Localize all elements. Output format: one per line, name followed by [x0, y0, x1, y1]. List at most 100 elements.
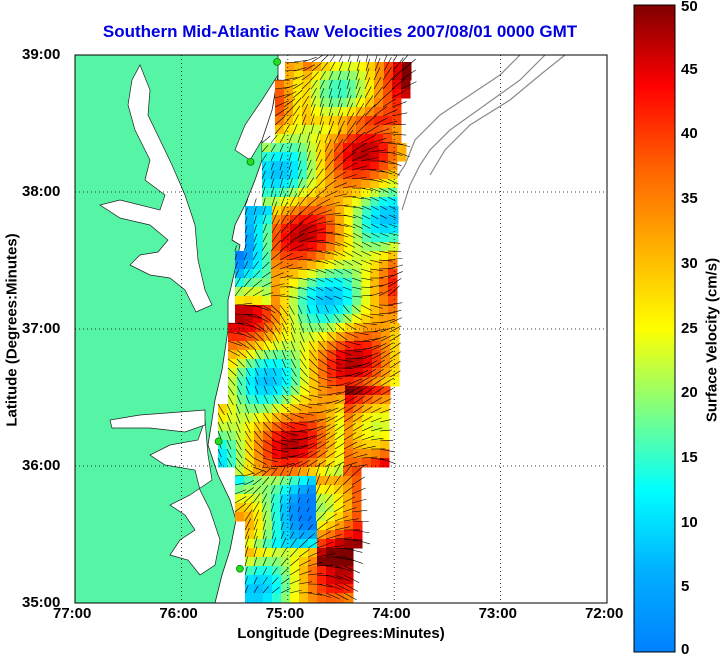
velocity-cell [263, 413, 273, 423]
velocity-cell [363, 368, 373, 378]
colorbar-tick-label: 15 [681, 448, 698, 466]
velocity-cell [307, 278, 317, 288]
velocity-cell [335, 404, 345, 414]
velocity-cell [388, 251, 398, 261]
velocity-arrow [289, 445, 307, 450]
x-tick-label: 73:00 [478, 605, 517, 622]
velocity-cell [262, 197, 272, 207]
velocity-arrow [352, 405, 365, 414]
velocity-arrow [270, 250, 283, 261]
velocity-arrow [365, 55, 369, 63]
velocity-arrow [292, 123, 298, 135]
velocity-arrow [290, 322, 296, 334]
velocity-cell [246, 332, 256, 342]
velocity-cell [362, 449, 372, 459]
velocity-arrow [334, 547, 354, 550]
velocity-cell [244, 512, 254, 522]
velocity-arrow [280, 455, 297, 459]
velocity-cell [347, 98, 357, 108]
velocity-cell [307, 503, 317, 513]
pamlico-sound [149, 419, 221, 576]
velocity-arrow [261, 476, 270, 486]
velocity-cell [352, 179, 362, 189]
velocity-cell [335, 539, 345, 549]
velocity-arrow [333, 139, 344, 153]
velocity-arrow [337, 79, 342, 90]
velocity-cell [282, 323, 292, 333]
velocity-cell [263, 557, 273, 567]
velocity-arrow [306, 459, 318, 468]
velocity-cell [356, 107, 366, 117]
velocity-arrow [297, 142, 301, 153]
velocity-cell [318, 386, 328, 396]
velocity-cell [280, 170, 290, 180]
velocity-cell [316, 170, 326, 180]
velocity-cell [308, 233, 318, 243]
velocity-cell [370, 278, 380, 288]
velocity-arrow [362, 360, 378, 369]
velocity-arrow [253, 198, 257, 207]
velocity-arrow [270, 494, 275, 504]
velocity-arrow [279, 162, 283, 171]
velocity-cell [338, 107, 348, 117]
velocity-cell [320, 80, 330, 90]
velocity-cell [275, 107, 285, 117]
velocity-cell [372, 377, 382, 387]
velocity-arrow [244, 421, 251, 433]
velocity-arrow [253, 206, 257, 216]
velocity-arrow [279, 495, 283, 504]
x-axis-label: Longitude (Degrees:Minutes) [237, 625, 445, 642]
velocity-cell [379, 278, 389, 288]
velocity-cell [289, 188, 299, 198]
velocity-cell [316, 197, 326, 207]
velocity-cell [271, 314, 281, 324]
velocity-arrow [378, 304, 394, 306]
velocity-arrow [281, 358, 286, 368]
velocity-arrow [290, 376, 298, 386]
velocity-arrow [351, 268, 363, 274]
x-tick-label: 75:00 [265, 605, 305, 622]
velocity-cell [255, 368, 265, 378]
velocity-cell [254, 206, 264, 216]
velocity-arrow [280, 421, 296, 429]
velocity-cell [290, 233, 300, 243]
velocity-arrow [346, 79, 351, 90]
velocity-cell [264, 368, 274, 378]
velocity-arrow [370, 223, 379, 229]
velocity-arrow [290, 367, 297, 377]
velocity-cell [244, 251, 254, 261]
velocity-arrow [326, 349, 341, 359]
velocity-arrow [310, 103, 316, 117]
velocity-arrow [344, 357, 363, 360]
velocity-cell [344, 215, 354, 225]
velocity-arrow [343, 214, 356, 219]
velocity-arrow [315, 158, 323, 171]
velocity-arrow [315, 140, 321, 153]
velocity-arrow [316, 424, 331, 432]
velocity-cell [354, 377, 364, 387]
velocity-arrow [280, 230, 293, 243]
velocity-cell [345, 386, 355, 396]
velocity-arrow [320, 61, 329, 72]
velocity-arrow [355, 78, 360, 90]
velocity-cell [316, 476, 326, 486]
velocity-arrow [253, 224, 257, 234]
velocity-cell [370, 305, 380, 315]
velocity-arrow [379, 214, 388, 219]
velocity-cell [298, 188, 308, 198]
velocity-arrow [262, 457, 278, 463]
velocity-arrow [361, 406, 373, 414]
velocity-cell [299, 521, 309, 531]
velocity-cell [374, 80, 384, 90]
velocity-cell [263, 215, 273, 225]
velocity-arrow [292, 97, 302, 108]
velocity-cell [326, 413, 336, 423]
velocity-arrow [361, 241, 372, 248]
velocity-arrow [297, 185, 305, 198]
velocity-cell [353, 539, 363, 549]
velocity-cell [300, 395, 310, 405]
velocity-arrow [253, 412, 260, 424]
velocity-arrow [326, 340, 339, 351]
velocity-cell [309, 350, 319, 360]
velocity-arrow [378, 288, 392, 297]
